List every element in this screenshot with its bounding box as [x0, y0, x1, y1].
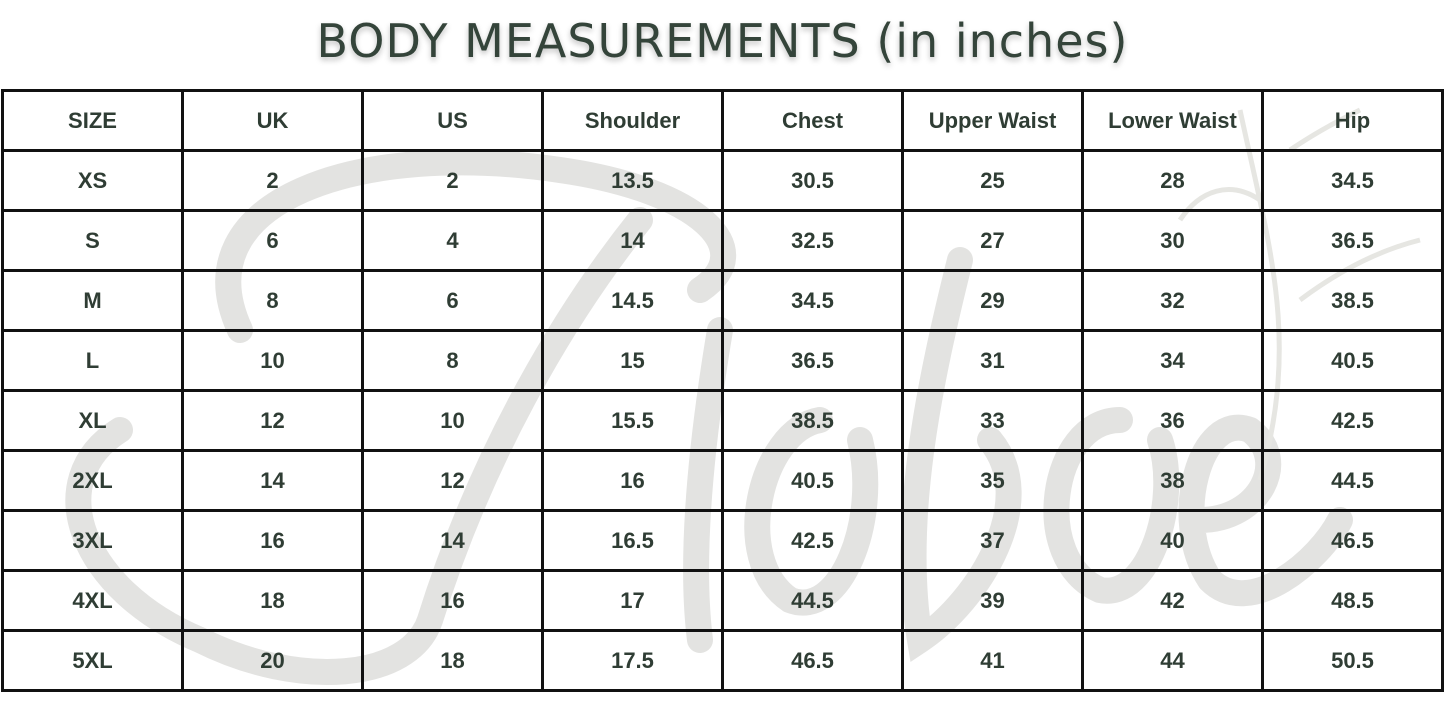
table-cell: 42.5 [721, 509, 904, 572]
table-cell: 8 [181, 269, 364, 332]
table-cell: 33 [901, 389, 1084, 452]
column-header-us: US [361, 89, 544, 152]
table-cell: 4XL [1, 569, 184, 632]
table-row: 3XL 16 14 16.5 42.5 37 40 46.5 [1, 509, 1444, 572]
table-cell: 2XL [1, 449, 184, 512]
table-cell: 18 [181, 569, 364, 632]
column-header-shoulder: Shoulder [541, 89, 724, 152]
table-cell: 29 [901, 269, 1084, 332]
table-cell: 14 [181, 449, 364, 512]
table-cell: 40.5 [721, 449, 904, 512]
table-row: XL 12 10 15.5 38.5 33 36 42.5 [1, 389, 1444, 452]
table-cell: 12 [181, 389, 364, 452]
table-cell: 16 [541, 449, 724, 512]
column-header-size: SIZE [1, 89, 184, 152]
table-row: 4XL 18 16 17 44.5 39 42 48.5 [1, 569, 1444, 632]
table-cell: 16 [361, 569, 544, 632]
table-cell: 2 [181, 149, 364, 212]
column-header-upper-waist: Upper Waist [901, 89, 1084, 152]
table-cell: 46.5 [721, 629, 904, 692]
table-cell: 41 [901, 629, 1084, 692]
table-cell: 36.5 [721, 329, 904, 392]
size-chart-table: SIZE UK US Shoulder Chest Upper Waist Lower Wa… [1, 89, 1444, 692]
table-cell: 20 [181, 629, 364, 692]
table-cell: 38 [1081, 449, 1264, 512]
column-header-chest: Chest [721, 89, 904, 152]
table-cell: 32 [1081, 269, 1264, 332]
table-cell: 14 [541, 209, 724, 272]
table-cell: 3XL [1, 509, 184, 572]
table-row: XS 2 2 13.5 30.5 25 28 34.5 [1, 149, 1444, 212]
table-cell: 37 [901, 509, 1084, 572]
table-cell: 27 [901, 209, 1084, 272]
table-cell: 8 [361, 329, 544, 392]
column-header-lower-waist: Lower Waist [1081, 89, 1264, 152]
table-row: L 10 8 15 36.5 31 34 40.5 [1, 329, 1444, 392]
table-cell: 34.5 [721, 269, 904, 332]
table-cell: 15.5 [541, 389, 724, 452]
table-cell: 6 [181, 209, 364, 272]
table-row: M 8 6 14.5 34.5 29 32 38.5 [1, 269, 1444, 332]
table-cell: 36 [1081, 389, 1264, 452]
table-cell: 42 [1081, 569, 1264, 632]
table-cell: 31 [901, 329, 1084, 392]
table-cell: 10 [361, 389, 544, 452]
table-cell: 2 [361, 149, 544, 212]
column-header-uk: UK [181, 89, 364, 152]
table-cell: 40.5 [1261, 329, 1444, 392]
table-cell: 44.5 [721, 569, 904, 632]
table-cell: 39 [901, 569, 1084, 632]
table-row: 2XL 14 12 16 40.5 35 38 44.5 [1, 449, 1444, 512]
table-cell: L [1, 329, 184, 392]
table-cell: XL [1, 389, 184, 452]
table-cell: 16 [181, 509, 364, 572]
table-cell: 4 [361, 209, 544, 272]
table-cell: S [1, 209, 184, 272]
table-row: S 6 4 14 32.5 27 30 36.5 [1, 209, 1444, 272]
table-cell: 30 [1081, 209, 1264, 272]
table-cell: 48.5 [1261, 569, 1444, 632]
table-cell: 6 [361, 269, 544, 332]
table-cell: 17.5 [541, 629, 724, 692]
table-cell: 44 [1081, 629, 1264, 692]
table-cell: 10 [181, 329, 364, 392]
table-cell: XS [1, 149, 184, 212]
table-cell: 18 [361, 629, 544, 692]
table-cell: 32.5 [721, 209, 904, 272]
table-cell: 28 [1081, 149, 1264, 212]
table-cell: 38.5 [1261, 269, 1444, 332]
table-cell: 38.5 [721, 389, 904, 452]
page-title: BODY MEASUREMENTS (in inches) [316, 14, 1129, 68]
table-cell: 30.5 [721, 149, 904, 212]
table-cell: 34 [1081, 329, 1264, 392]
table-cell: 14 [361, 509, 544, 572]
table-cell: 35 [901, 449, 1084, 512]
table-cell: M [1, 269, 184, 332]
table-cell: 36.5 [1261, 209, 1444, 272]
table-cell: 25 [901, 149, 1084, 212]
table-cell: 13.5 [541, 149, 724, 212]
table-cell: 46.5 [1261, 509, 1444, 572]
table-cell: 40 [1081, 509, 1264, 572]
table-row: 5XL 20 18 17.5 46.5 41 44 50.5 [1, 629, 1444, 692]
table-cell: 17 [541, 569, 724, 632]
table-header-row: SIZE UK US Shoulder Chest Upper Waist Lower Wa… [1, 89, 1444, 152]
table-cell: 42.5 [1261, 389, 1444, 452]
table-cell: 5XL [1, 629, 184, 692]
table-cell: 44.5 [1261, 449, 1444, 512]
table-cell: 34.5 [1261, 149, 1444, 212]
table-cell: 15 [541, 329, 724, 392]
column-header-hip: Hip [1261, 89, 1444, 152]
table-cell: 14.5 [541, 269, 724, 332]
table-cell: 50.5 [1261, 629, 1444, 692]
table-cell: 16.5 [541, 509, 724, 572]
table-cell: 12 [361, 449, 544, 512]
